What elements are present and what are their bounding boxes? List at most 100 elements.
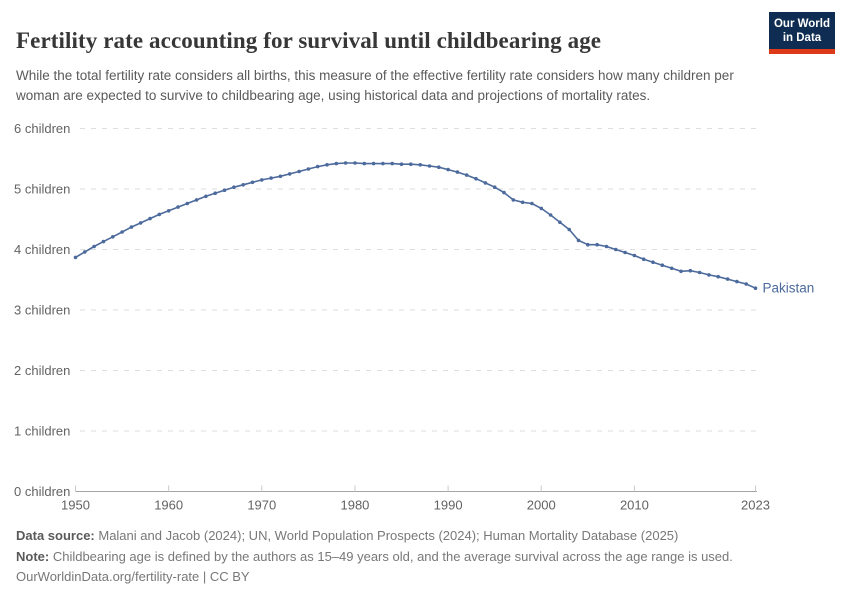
x-tick-label: 1970 [247,498,276,513]
data-point[interactable] [623,250,627,255]
footer-link[interactable]: OurWorldinData.org/fertility-rate | CC B… [16,569,816,584]
data-point[interactable] [716,274,720,279]
data-point[interactable] [325,163,329,167]
data-point[interactable] [306,167,311,171]
data-point[interactable] [120,230,124,234]
data-point[interactable] [343,161,348,165]
data-point[interactable] [558,220,562,225]
data-point[interactable] [73,255,78,260]
data-point[interactable] [390,161,395,166]
data-point[interactable] [530,201,534,206]
chart-title: Fertility rate accounting for survival u… [16,28,602,54]
x-axis: 1950 1960 1970 1980 1990 2000 2010 2023 [61,485,770,513]
data-point[interactable] [539,206,544,211]
data-point[interactable] [427,164,432,168]
data-point[interactable] [660,263,665,268]
x-tick-label: 2023 [741,498,770,513]
data-point[interactable] [129,225,134,229]
series-end-label: Pakistan [763,281,815,296]
data-point[interactable] [185,201,190,206]
data-point[interactable] [651,260,655,265]
data-point[interactable] [297,169,301,174]
data-point[interactable] [250,180,255,185]
data-point[interactable] [157,212,162,217]
data-point[interactable] [483,181,488,185]
footer-link-text[interactable]: OurWorldinData.org/fertility-rate | CC B… [16,569,250,584]
data-point[interactable] [213,191,217,195]
data-point[interactable] [399,162,404,166]
data-point[interactable] [353,161,357,165]
data-point[interactable] [595,242,599,247]
data-point[interactable] [138,221,143,225]
data-source-text: Malani and Jacob (2024); UN, World Popul… [94,528,679,543]
data-point[interactable] [334,161,339,166]
data-point[interactable] [222,188,227,192]
footer-note: Note: Childbearing age is defined by the… [16,549,816,564]
data-point[interactable] [241,183,245,187]
data-point[interactable] [371,161,376,166]
data-point[interactable] [604,244,609,249]
data-point[interactable] [567,227,571,232]
data-point[interactable] [502,190,506,195]
data-point[interactable] [548,213,553,217]
data-point[interactable] [697,270,702,275]
data-point[interactable] [148,216,152,221]
data-point[interactable] [260,178,264,182]
data-point[interactable] [679,269,683,274]
data-point[interactable] [744,282,748,286]
owid-logo-line2: in Data [782,32,822,44]
data-point[interactable] [101,239,106,244]
data-point[interactable] [278,174,283,179]
data-point[interactable] [362,161,367,166]
data-point[interactable] [735,279,739,284]
data-point[interactable] [437,165,441,169]
data-point[interactable] [576,238,581,243]
series-line[interactable] [74,162,757,290]
data-point[interactable] [232,185,236,189]
y-tick-label: 1 children [14,424,70,439]
data-point[interactable] [753,286,758,291]
data-point[interactable] [586,242,590,247]
y-tick-label: 6 children [14,121,70,136]
y-tick-label: 3 children [14,303,70,318]
owid-logo[interactable]: Our World in Data [769,12,835,54]
data-point[interactable] [446,167,450,172]
data-point[interactable] [269,176,273,180]
data-point[interactable] [176,205,180,209]
data-point[interactable] [641,257,646,262]
data-point[interactable] [707,273,711,277]
y-tick-label: 0 children [14,484,70,499]
data-point[interactable] [166,209,171,213]
data-point[interactable] [111,235,115,239]
data-point[interactable] [725,277,730,281]
data-point[interactable] [669,266,674,271]
data-point[interactable] [204,194,208,199]
data-point[interactable] [381,161,385,166]
data-point[interactable] [474,176,478,181]
data-point[interactable] [688,268,693,273]
data-point[interactable] [614,247,618,252]
data-point[interactable] [418,163,423,167]
data-point[interactable] [632,253,637,258]
series-pakistan[interactable] [73,161,758,291]
data-point[interactable] [464,173,469,177]
owid-logo-line1: Our World [773,18,830,30]
data-point[interactable] [287,172,292,176]
data-point[interactable] [492,185,497,189]
note-text: Childbearing age is defined by the autho… [49,549,733,564]
data-point[interactable] [92,244,96,249]
y-gridlines-and-labels: 0 children 1 children 2 children 3 children… [14,121,757,499]
data-point[interactable] [315,164,320,169]
chart-subtitle: While the total fertility rate considers… [16,67,734,103]
data-point[interactable] [83,250,87,254]
end-of-line-label[interactable]: Pakistan [763,281,815,296]
data-point[interactable] [520,200,525,205]
footer-data-source: Data source: Malani and Jacob (2024); UN… [16,528,816,543]
data-point[interactable] [511,198,516,202]
data-point[interactable] [194,198,199,202]
data-point[interactable] [409,162,413,166]
note-label: Note: [16,549,50,564]
data-point[interactable] [455,170,460,174]
